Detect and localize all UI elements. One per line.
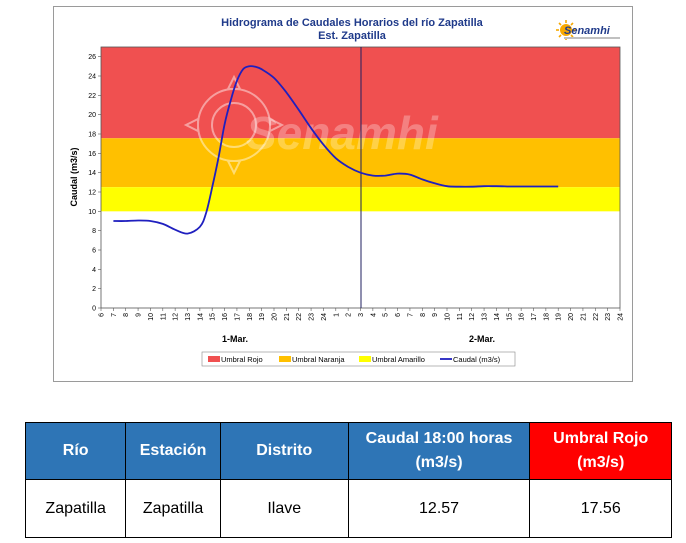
- x-tick-label: 13: [482, 313, 489, 321]
- cell-estacion: Zapatilla: [125, 479, 221, 538]
- y-tick-label: 14: [88, 170, 96, 177]
- legend-label-naranja: Umbral Naranja: [292, 355, 345, 364]
- x-tick-label: 12: [469, 313, 476, 321]
- legend-label-caudal: Caudal (m3/s): [453, 355, 501, 364]
- x-tick-label: 3: [358, 313, 365, 317]
- x-tick-label: 16: [222, 313, 229, 321]
- day-label-1: 1-Mar.: [222, 334, 248, 344]
- sun-icon: [556, 20, 576, 40]
- x-tick-label: 4: [370, 313, 377, 317]
- x-tick-label: 21: [580, 313, 587, 321]
- table-header-row: Río Estación Distrito Caudal 18:00 horas…: [24, 422, 672, 480]
- header-rio: Río: [24, 422, 127, 480]
- y-tick-label: 4: [92, 267, 96, 274]
- cell-umbral-rojo: 17.56: [529, 479, 672, 538]
- y-tick-label: 8: [92, 228, 96, 235]
- x-tick-label: 8: [420, 313, 427, 317]
- table-row: Zapatilla Zapatilla Ilave 12.57 17.56: [24, 479, 672, 538]
- x-tick-label: 17: [234, 313, 241, 321]
- x-tick-label: 10: [148, 313, 155, 321]
- header-distrito: Distrito: [219, 422, 349, 480]
- y-tick-label: 16: [88, 151, 96, 158]
- y-tick-label: 6: [92, 248, 96, 255]
- x-tick-label: 5: [383, 313, 390, 317]
- x-tick-label: 18: [247, 313, 254, 321]
- x-tick-label: 6: [395, 313, 402, 317]
- hydrograph-chart: Hidrograma de Caudales Horarios del río …: [69, 17, 625, 367]
- x-tick-label: 20: [568, 313, 575, 321]
- legend: Umbral Rojo Umbral Naranja Umbral Amaril…: [201, 351, 516, 367]
- cell-distrito: Ilave: [219, 479, 349, 538]
- legend-box: [201, 351, 516, 367]
- x-tick-label: 14: [494, 313, 501, 321]
- y-tick-label: 2: [92, 286, 96, 293]
- x-tick-label: 9: [432, 313, 439, 317]
- x-tick-label: 15: [210, 313, 217, 321]
- x-axis: 6 7 8 9 10 11 12 13 14 15 16 17 18 19 20 21 22 23 24 1 2 3 4 5 6…: [99, 308, 625, 321]
- watermark-text: Senamhi: [246, 107, 439, 159]
- y-tick-label: 0: [92, 306, 96, 313]
- y-tick-label: 22: [88, 93, 96, 100]
- x-tick-label: 9: [136, 313, 143, 317]
- legend-swatch-naranja: [279, 356, 291, 362]
- y-axis-label: Caudal (m3/s): [69, 147, 79, 206]
- day-label-2: 2-Mar.: [469, 334, 495, 344]
- x-tick-label: 17: [531, 313, 538, 321]
- header-estacion: Estación: [125, 422, 221, 480]
- x-tick-label: 10: [445, 313, 452, 321]
- y-tick-label: 20: [88, 112, 96, 119]
- header-caudal: Caudal 18:00 horas (m3/s): [347, 422, 531, 480]
- cell-caudal: 12.57: [347, 479, 531, 538]
- legend-swatch-amarillo: [359, 356, 371, 362]
- legend-swatch-rojo: [208, 356, 220, 362]
- x-tick-label: 16: [519, 313, 526, 321]
- data-table: Río Estación Distrito Caudal 18:00 horas…: [24, 422, 672, 538]
- x-tick-label: 1: [333, 313, 340, 317]
- x-tick-label: 11: [160, 313, 167, 320]
- x-tick-label: 21: [284, 313, 291, 321]
- x-tick-label: 7: [407, 313, 414, 317]
- header-umbral-rojo: Umbral Rojo (m3/s): [529, 422, 672, 480]
- chart-frame: Hidrograma de Caudales Horarios del río …: [53, 6, 633, 382]
- y-tick-label: 24: [88, 74, 96, 81]
- x-tick-label: 22: [593, 313, 600, 321]
- y-tick-label: 10: [88, 209, 96, 216]
- x-tick-label: 23: [309, 313, 316, 321]
- x-tick-label: 23: [605, 313, 612, 321]
- x-tick-label: 7: [111, 313, 118, 317]
- x-tick-label: 6: [99, 313, 106, 317]
- x-tick-label: 12: [173, 313, 180, 321]
- x-tick-label: 20: [272, 313, 279, 321]
- series-line-caudal: [113, 65, 559, 235]
- x-tick-label: 24: [321, 313, 328, 321]
- x-tick-label: 14: [197, 313, 204, 321]
- x-tick-label: 18: [543, 313, 550, 321]
- x-tick-label: 15: [506, 313, 513, 321]
- logo-text: Senamhi: [564, 25, 611, 37]
- chart-subtitle: Est. Zapatilla: [318, 30, 387, 42]
- x-tick-label: 19: [556, 313, 563, 321]
- senamhi-logo: Senamhi: [556, 20, 620, 40]
- x-tick-label: 11: [457, 313, 464, 320]
- x-tick-label: 22: [296, 313, 303, 321]
- x-tick-label: 19: [259, 313, 266, 321]
- legend-label-rojo: Umbral Rojo: [221, 355, 263, 364]
- x-tick-label: 24: [618, 313, 625, 321]
- y-tick-label: 26: [88, 54, 96, 61]
- legend-label-amarillo: Umbral Amarillo: [372, 355, 425, 364]
- x-tick-label: 13: [185, 313, 192, 321]
- y-tick-label: 12: [88, 190, 96, 197]
- chart-title: Hidrograma de Caudales Horarios del río …: [221, 17, 484, 29]
- x-tick-label: 2: [346, 313, 353, 317]
- cell-rio: Zapatilla: [24, 479, 127, 538]
- y-tick-label: 18: [88, 132, 96, 139]
- x-tick-label: 8: [123, 313, 130, 317]
